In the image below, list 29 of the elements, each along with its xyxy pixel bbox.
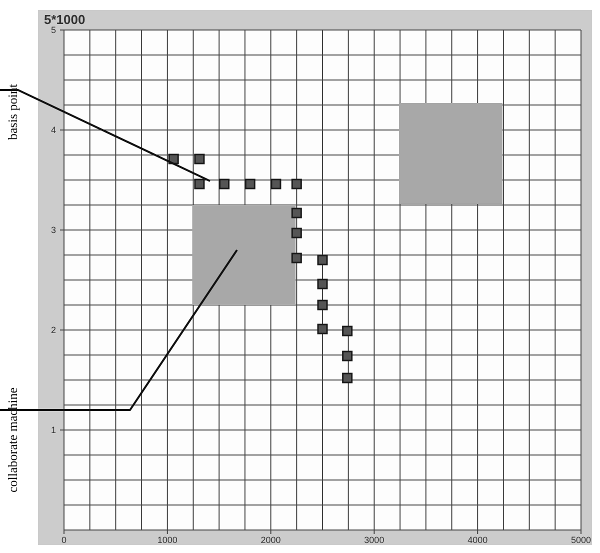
point xyxy=(270,178,282,190)
point xyxy=(317,324,328,334)
point xyxy=(342,326,353,336)
point xyxy=(342,350,353,362)
x-tick-label: 2000 xyxy=(260,535,281,545)
y-axis-title: 5*1000 xyxy=(44,12,86,27)
point xyxy=(342,372,353,384)
point xyxy=(291,228,302,238)
y-tick-label: 3 xyxy=(50,225,56,235)
x-tick-label: 5000 xyxy=(570,535,592,545)
y-tick-label: 2 xyxy=(50,325,56,335)
point xyxy=(291,178,302,190)
point xyxy=(291,252,302,264)
point xyxy=(219,178,230,190)
point xyxy=(317,300,328,310)
x-tick-label: 3000 xyxy=(364,535,384,545)
point xyxy=(317,254,328,266)
point xyxy=(194,154,205,164)
x-tick-label: 1000 xyxy=(157,535,178,545)
y-tick-label: 5 xyxy=(50,25,56,35)
y-tick-label: 1 xyxy=(50,425,56,435)
point xyxy=(194,178,205,190)
x-tick-label: 4000 xyxy=(468,535,488,545)
point xyxy=(291,208,302,218)
y-tick-label: 4 xyxy=(50,125,56,135)
point xyxy=(244,178,256,190)
text: collaborate machine xyxy=(4,387,20,493)
point xyxy=(317,278,328,290)
x-tick-label: 0 xyxy=(61,535,67,545)
